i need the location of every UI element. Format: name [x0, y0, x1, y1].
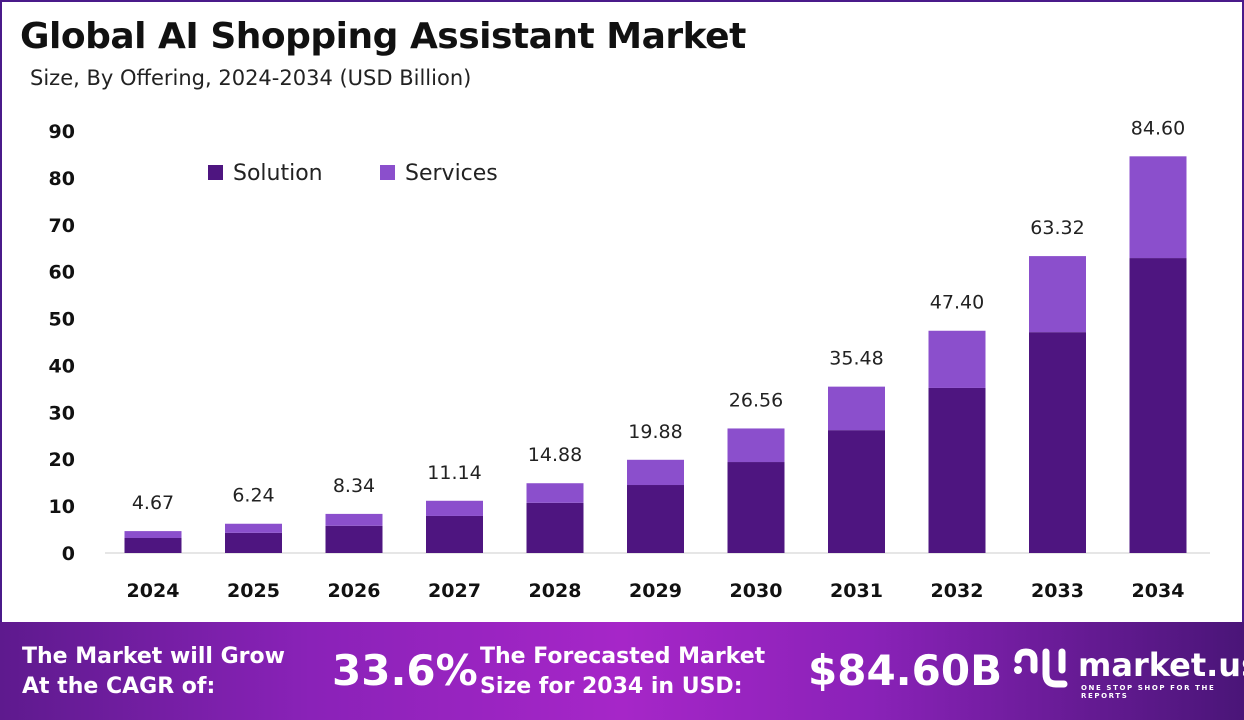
forecast-value: $84.60B: [808, 646, 1003, 695]
bar-services-2027: [426, 500, 483, 516]
y-tick-label: 10: [49, 496, 75, 518]
cagr-label-line1: The Market will Grow: [22, 644, 285, 669]
cagr-label: The Market will Grow At the CAGR of:: [22, 642, 285, 702]
bar-services-2031: [828, 386, 885, 431]
bar-solution-2027: [426, 515, 483, 553]
total-label: 47.40: [930, 292, 984, 314]
bar-solution-2034: [1129, 258, 1187, 553]
x-tick-label: 2026: [328, 580, 381, 602]
x-tick-label: 2030: [730, 580, 783, 602]
x-tick-label: 2034: [1132, 580, 1185, 602]
forecast-label: The Forecasted Market Size for 2034 in US…: [480, 642, 765, 702]
total-label: 14.88: [528, 444, 582, 466]
total-label: 8.34: [333, 475, 375, 497]
bar-services-2024: [124, 531, 182, 538]
x-tick-label: 2031: [830, 580, 883, 602]
x-tick-label: 2027: [428, 580, 481, 602]
chart-subtitle: Size, By Offering, 2024-2034 (USD Billio…: [30, 66, 472, 90]
legend: Solution Services: [208, 161, 498, 186]
bar-solution-2026: [325, 525, 383, 553]
bar-solution-2032: [928, 387, 986, 553]
x-tick-label: 2029: [629, 580, 682, 602]
bar-services-2034: [1129, 156, 1187, 259]
bar-solution-2029: [627, 485, 684, 553]
total-label: 26.56: [729, 389, 783, 411]
bar-services-2032: [928, 330, 986, 388]
forecast-label-line2: Size for 2034 in USD:: [480, 674, 743, 699]
total-label: 4.67: [132, 492, 174, 514]
bar-services-2033: [1029, 256, 1086, 333]
bar-solution-2028: [526, 502, 584, 553]
cagr-label-line2: At the CAGR of:: [22, 674, 216, 699]
cagr-value: 33.6%: [332, 646, 478, 695]
market-us-logo-icon: [1014, 648, 1068, 688]
y-tick-label: 50: [49, 309, 75, 331]
bar-solution-2033: [1029, 332, 1086, 553]
legend-label-solution: Solution: [233, 161, 323, 186]
bar-solution-2030: [727, 462, 785, 553]
footer-banner: The Market will Grow At the CAGR of: 33.6…: [0, 622, 1244, 720]
total-label: 6.24: [232, 485, 274, 507]
bar-services-2028: [526, 483, 584, 503]
bar-services-2026: [325, 513, 383, 526]
chart-title: Global AI Shopping Assistant Market: [20, 16, 746, 57]
x-tick-label: 2033: [1031, 580, 1084, 602]
y-tick-label: 90: [49, 121, 75, 143]
y-tick-label: 20: [49, 449, 75, 471]
bar-services-2029: [627, 459, 684, 486]
x-tick-label: 2032: [931, 580, 984, 602]
total-label: 63.32: [1030, 217, 1084, 239]
bar-solution-2024: [124, 537, 182, 553]
total-label: 19.88: [628, 421, 682, 443]
brand-name: market.us: [1078, 646, 1244, 684]
bar-services-2025: [225, 523, 282, 533]
x-tick-label: 2028: [529, 580, 582, 602]
y-tick-label: 40: [49, 355, 75, 377]
y-tick-label: 0: [62, 543, 75, 565]
x-tick-label: 2025: [227, 580, 280, 602]
bar-solution-2031: [828, 430, 885, 553]
y-tick-label: 60: [49, 262, 75, 284]
y-tick-label: 30: [49, 402, 75, 424]
bar-solution-2025: [225, 532, 282, 553]
bar-services-2030: [727, 428, 785, 463]
legend-swatch-solution: [208, 165, 223, 180]
forecast-label-line1: The Forecasted Market: [480, 644, 766, 669]
total-label: 35.48: [829, 348, 883, 370]
y-tick-label: 80: [49, 168, 75, 190]
legend-swatch-services: [380, 165, 395, 180]
brand-tagline: ONE STOP SHOP FOR THE REPORTS: [1081, 684, 1216, 700]
y-tick-label: 70: [49, 215, 75, 237]
legend-label-services: Services: [405, 161, 498, 186]
total-label: 84.60: [1131, 117, 1185, 139]
x-tick-label: 2024: [127, 580, 180, 602]
total-label: 11.14: [427, 462, 481, 484]
